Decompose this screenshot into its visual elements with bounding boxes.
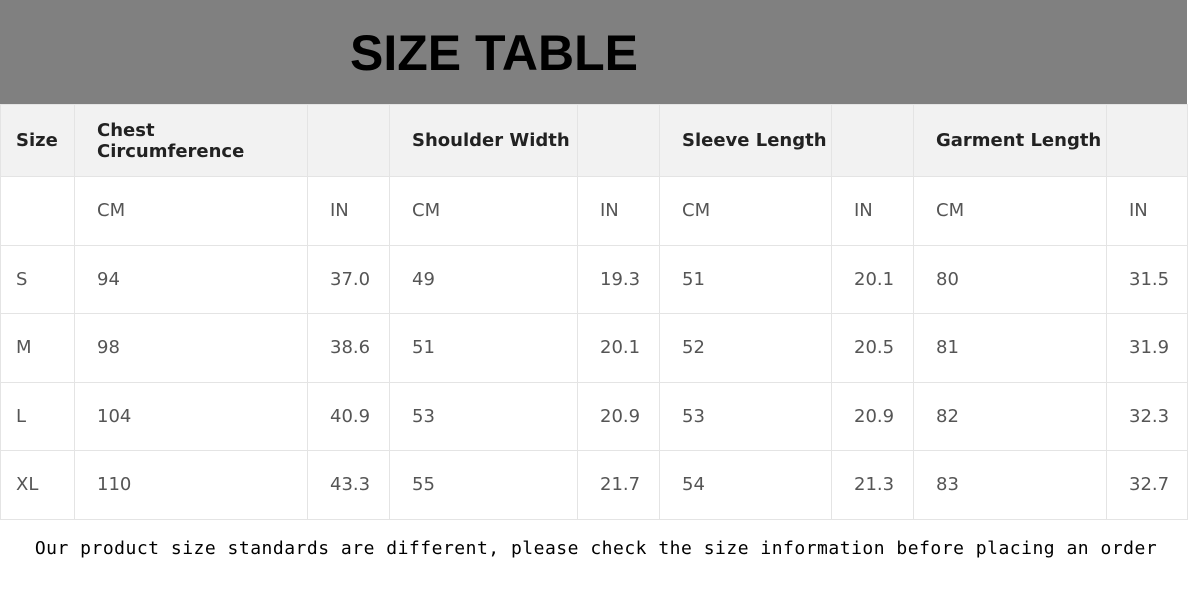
table-cell: 31.5 [1106, 244, 1188, 314]
table-cell: 21.3 [831, 450, 914, 520]
table-cell: CM [74, 176, 308, 246]
units-row: CM IN CM IN CM IN CM IN [0, 176, 1188, 246]
table-cell: 20.9 [577, 381, 660, 451]
table-cell: XL [0, 450, 75, 520]
table-cell: 31.9 [1106, 313, 1188, 383]
table-cell: 32.7 [1106, 450, 1188, 520]
table-cell: 54 [659, 450, 832, 520]
table-cell: 52 [659, 313, 832, 383]
table-cell: 55 [389, 450, 578, 520]
table-cell: 80 [913, 244, 1107, 314]
table-cell [1106, 104, 1188, 177]
table-cell: 20.1 [831, 244, 914, 314]
table-cell: Chest Circumference [74, 104, 308, 177]
table-cell: 83 [913, 450, 1107, 520]
table-cell: 20.5 [831, 313, 914, 383]
page-title: SIZE TABLE [350, 25, 638, 81]
table-cell: S [0, 244, 75, 314]
table-cell: 20.9 [831, 381, 914, 451]
table-cell [831, 104, 914, 177]
table-cell: 51 [389, 313, 578, 383]
table-cell: 49 [389, 244, 578, 314]
table-cell: 110 [74, 450, 308, 520]
title-band: SIZE TABLE [0, 0, 1187, 104]
size-table: Size Chest Circumference Shoulder Width Sle… [0, 104, 1188, 520]
table-cell: 81 [913, 313, 1107, 383]
table-cell: CM [659, 176, 832, 246]
table-cell [307, 104, 390, 177]
table-cell: 21.7 [577, 450, 660, 520]
table-cell: IN [831, 176, 914, 246]
table-cell: 51 [659, 244, 832, 314]
table-cell: 53 [659, 381, 832, 451]
table-row: XL 110 43.3 55 21.7 54 21.3 83 32.7 [0, 450, 1188, 520]
table-cell: 19.3 [577, 244, 660, 314]
table-cell: 98 [74, 313, 308, 383]
table-cell: Shoulder Width [389, 104, 578, 177]
table-cell: 104 [74, 381, 308, 451]
table-cell: Size [0, 104, 75, 177]
table-cell: 43.3 [307, 450, 390, 520]
table-cell: IN [1106, 176, 1188, 246]
table-cell [0, 176, 75, 246]
table-cell: Sleeve Length [659, 104, 832, 177]
table-row: L 104 40.9 53 20.9 53 20.9 82 32.3 [0, 381, 1188, 451]
table-cell: IN [307, 176, 390, 246]
table-cell: M [0, 313, 75, 383]
table-cell: Garment Length [913, 104, 1107, 177]
table-cell: 82 [913, 381, 1107, 451]
table-cell: 53 [389, 381, 578, 451]
table-row: M 98 38.6 51 20.1 52 20.5 81 31.9 [0, 313, 1188, 383]
header-row: Size Chest Circumference Shoulder Width Sle… [0, 104, 1188, 177]
table-cell: 37.0 [307, 244, 390, 314]
table-cell: 20.1 [577, 313, 660, 383]
table-row: S 94 37.0 49 19.3 51 20.1 80 31.5 [0, 244, 1188, 314]
table-cell: 38.6 [307, 313, 390, 383]
table-cell: CM [389, 176, 578, 246]
table-cell: CM [913, 176, 1107, 246]
size-note: Our product size standards are different… [34, 538, 1158, 559]
table-cell: 32.3 [1106, 381, 1188, 451]
table-cell: 40.9 [307, 381, 390, 451]
table-cell: 94 [74, 244, 308, 314]
table-cell: L [0, 381, 75, 451]
table-cell: IN [577, 176, 660, 246]
table-cell [577, 104, 660, 177]
